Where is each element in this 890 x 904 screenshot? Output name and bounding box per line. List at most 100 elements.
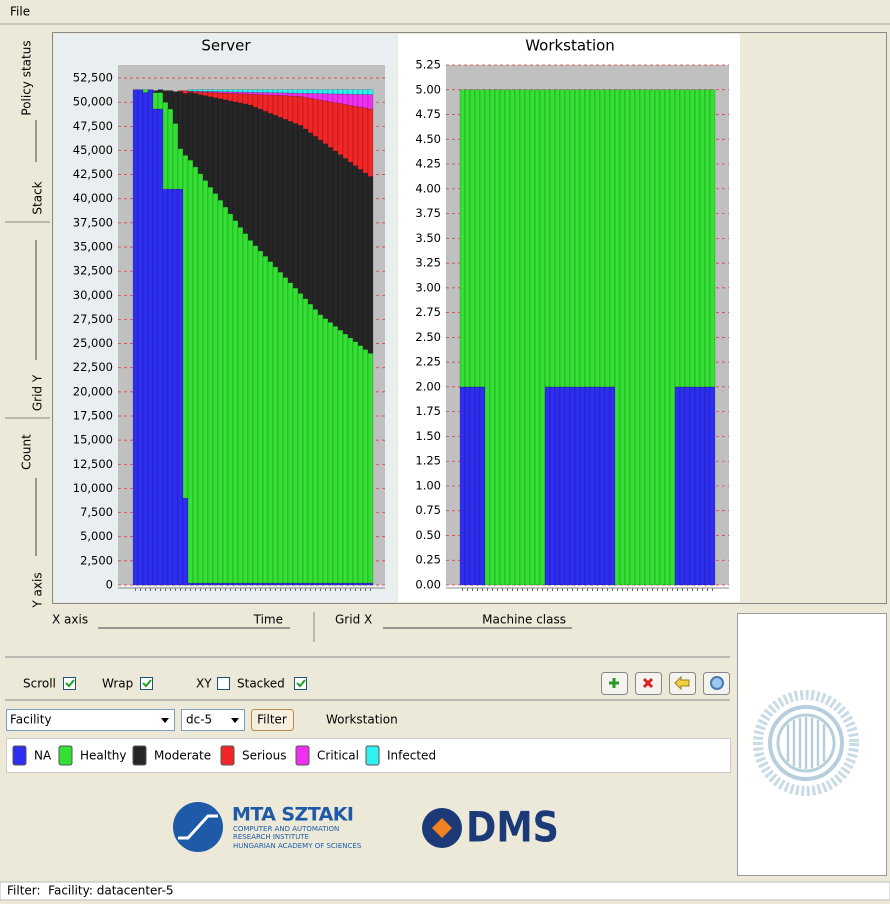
bar-segment — [494, 89, 501, 586]
y-tick-label: 42,500 — [73, 167, 113, 181]
bar-segment — [357, 94, 364, 108]
checkbox[interactable] — [294, 677, 307, 690]
bar-segment — [554, 89, 561, 388]
bar-segment — [554, 386, 561, 586]
side-label[interactable]: Stack — [31, 181, 45, 214]
bar-segment — [202, 89, 209, 92]
bar-segment — [137, 89, 144, 586]
checkbox[interactable] — [140, 677, 153, 690]
facility-select-text: Facility — [10, 713, 52, 727]
bar-segment — [347, 337, 354, 584]
bar-segment — [347, 89, 354, 95]
side-label[interactable]: Y axis — [31, 572, 45, 608]
bar-segment — [177, 148, 184, 190]
checkboxes: Scroll Wrap XY Stacked — [23, 677, 307, 691]
y-tick-label: 3.50 — [415, 231, 441, 245]
side-label[interactable]: Count — [20, 434, 34, 470]
x-axis-value[interactable]: Time — [253, 613, 283, 627]
y-tick-label: 0.00 — [415, 578, 441, 592]
y-tick-label: 47,500 — [73, 119, 113, 133]
bar-segment — [337, 154, 344, 331]
bar-segment — [282, 95, 289, 120]
bar-segment — [669, 89, 676, 586]
bar-segment — [297, 293, 304, 584]
menu-file[interactable]: File — [10, 5, 30, 19]
emblem-ring — [753, 690, 859, 796]
bar-segment — [634, 89, 641, 586]
bar-segment — [579, 89, 586, 388]
y-tick-label: 15,000 — [73, 433, 113, 447]
bar-segment — [307, 93, 314, 99]
checkmark — [65, 679, 75, 688]
bar-segment — [549, 89, 556, 388]
bar-segment — [207, 186, 214, 584]
dc-select[interactable] — [181, 709, 245, 731]
y-tick-label: 2.50 — [415, 330, 441, 344]
checkbox[interactable] — [63, 677, 76, 690]
bar-segment — [689, 386, 696, 586]
bar-segment — [694, 386, 701, 586]
bar-segment — [704, 386, 711, 586]
y-tick-label: 5.25 — [415, 58, 441, 72]
bar-segment — [157, 89, 164, 93]
bar-segment — [464, 386, 471, 586]
bar-segment — [352, 93, 359, 107]
bar-segment — [362, 349, 369, 584]
facility-select[interactable] — [6, 709, 175, 731]
y-tick-label: 25,000 — [73, 336, 113, 350]
emblem-ring — [776, 713, 836, 773]
bar-segment — [277, 271, 284, 584]
bar-segment — [222, 99, 229, 208]
bar-segment — [539, 89, 546, 586]
bar-segment — [232, 101, 239, 221]
y-tick-label: 22,500 — [73, 360, 113, 374]
bar-segment — [282, 92, 289, 97]
bar-segment — [624, 89, 631, 586]
charts: Server 0 2,500 5,000 7,500 10,000 12,500 15,000… — [54, 34, 740, 602]
bar-segment — [529, 89, 536, 586]
bar-segment — [362, 94, 369, 109]
bar-segment — [187, 92, 194, 161]
dropdown-arrow — [231, 718, 239, 723]
side-label[interactable]: Grid Y — [31, 374, 45, 411]
legend-swatch — [220, 745, 235, 766]
bar-segment — [202, 91, 209, 96]
bar-segment — [212, 97, 219, 194]
bar-segment — [544, 89, 551, 388]
bar-segment — [589, 89, 596, 388]
bar-segment — [177, 90, 184, 92]
bar-segment — [307, 303, 314, 584]
bar-segment — [357, 106, 364, 170]
bar-segment — [679, 89, 686, 388]
bar-segment — [609, 89, 616, 388]
filter-button[interactable] — [251, 709, 294, 731]
bar-segment — [157, 92, 164, 110]
bar-segment — [242, 93, 249, 105]
bar-segment — [237, 102, 244, 228]
bar-segment — [347, 105, 354, 163]
y-tick-label: 2.25 — [415, 355, 441, 369]
checkbox[interactable] — [217, 677, 230, 690]
legend-swatch — [12, 745, 27, 766]
bar-segment — [337, 89, 344, 95]
bar-segment — [197, 94, 204, 174]
bar-segment — [282, 89, 289, 94]
bar-segment — [307, 89, 314, 94]
bar-segment — [262, 89, 269, 93]
side-label[interactable]: Policy status — [20, 40, 34, 115]
bar-segment — [342, 333, 349, 584]
grid-x-value[interactable]: Machine class — [482, 613, 566, 627]
bar-segment — [469, 386, 476, 586]
dc-select-text: dc-5 — [186, 713, 212, 727]
bar-segment — [252, 245, 259, 584]
mta-logo: MTA SZTAKI COMPUTER AND AUTOMATION RESEA… — [173, 802, 362, 852]
bar-segment — [287, 282, 294, 584]
bar-segment — [659, 89, 666, 586]
y-tick-label: 0 — [106, 578, 113, 592]
bar-segment — [337, 103, 344, 156]
y-tick-label: 4.00 — [415, 181, 441, 195]
bar-segment — [599, 386, 606, 586]
bar-segment — [222, 206, 229, 584]
bar-segment — [322, 100, 329, 145]
